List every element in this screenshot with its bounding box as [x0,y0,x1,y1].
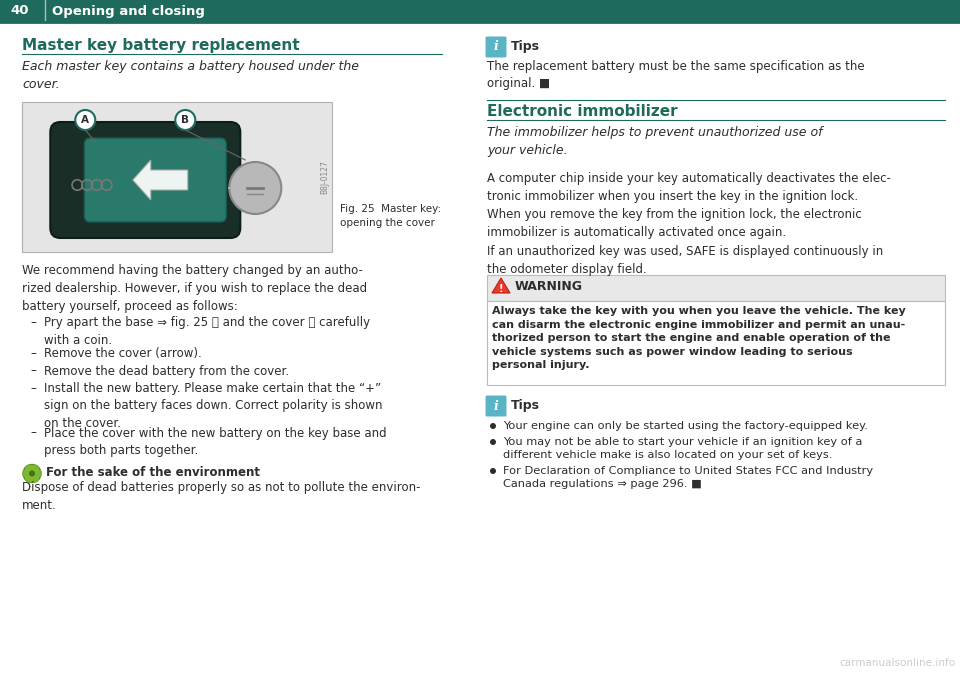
Circle shape [490,468,496,474]
Circle shape [25,464,33,473]
Text: If an unauthorized key was used, SAFE is displayed continuously in
the odometer : If an unauthorized key was used, SAFE is… [487,245,883,276]
Text: Remove the cover (arrow).: Remove the cover (arrow). [44,347,202,360]
Text: B: B [181,115,189,125]
Text: Remove the dead battery from the cover.: Remove the dead battery from the cover. [44,364,289,377]
Text: WARNING: WARNING [515,280,583,293]
Circle shape [490,423,496,429]
Text: Master key battery replacement: Master key battery replacement [22,38,300,53]
Text: For the sake of the environment: For the sake of the environment [46,466,260,479]
Text: The immobilizer helps to prevent unauthorized use of
your vehicle.: The immobilizer helps to prevent unautho… [487,126,823,157]
Circle shape [31,464,39,473]
Text: We recommend having the battery changed by an autho-
rized dealership. However, : We recommend having the battery changed … [22,264,367,313]
Text: –: – [30,316,36,329]
Text: –: – [30,347,36,360]
Text: Tips: Tips [511,40,540,53]
Text: carmanualsonline.info: carmanualsonline.info [839,658,955,668]
Text: Dispose of dead batteries properly so as not to pollute the environ-
ment.: Dispose of dead batteries properly so as… [22,481,420,512]
Text: –: – [30,426,36,439]
Text: i: i [493,41,498,54]
Text: Each master key contains a battery housed under the
cover.: Each master key contains a battery house… [22,60,359,91]
Text: 40: 40 [10,5,29,18]
Circle shape [29,471,35,477]
Text: B8J-0127: B8J-0127 [320,160,329,194]
Text: Place the cover with the new battery on the key base and
press both parts togeth: Place the cover with the new battery on … [44,426,387,457]
Circle shape [34,469,42,477]
FancyBboxPatch shape [487,275,945,301]
Text: Install the new battery. Please make certain that the “+”
sign on the battery fa: Install the new battery. Please make cer… [44,382,382,430]
Text: Pry apart the base ⇒ fig. 25 Ⓐ and the cover Ⓑ carefully
with a coin.: Pry apart the base ⇒ fig. 25 Ⓐ and the c… [44,316,371,347]
Polygon shape [132,160,188,200]
Text: For Declaration of Compliance to United States FCC and Industry
Canada regulatio: For Declaration of Compliance to United … [503,466,874,489]
Text: !: ! [499,284,503,294]
Circle shape [25,475,33,483]
FancyBboxPatch shape [84,138,227,222]
Text: Opening and closing: Opening and closing [52,5,204,18]
Text: –: – [30,364,36,377]
Circle shape [176,110,195,130]
Text: A: A [82,115,89,125]
Polygon shape [492,278,510,293]
FancyBboxPatch shape [22,102,332,252]
FancyBboxPatch shape [50,122,240,238]
Text: i: i [493,400,498,413]
Text: A computer chip inside your key automatically deactivates the elec-
tronic immob: A computer chip inside your key automati… [487,172,891,239]
Circle shape [490,439,496,445]
Text: Tips: Tips [511,399,540,412]
Text: Fig. 25  Master key:
opening the cover: Fig. 25 Master key: opening the cover [340,204,442,228]
Circle shape [22,469,30,477]
Text: The replacement battery must be the same specification as the
original. ■: The replacement battery must be the same… [487,60,865,90]
Text: Always take the key with you when you leave the vehicle. The key
can disarm the : Always take the key with you when you le… [492,306,905,371]
Circle shape [75,110,95,130]
FancyBboxPatch shape [487,301,945,385]
Circle shape [229,162,281,214]
Text: Your engine can only be started using the factory-equipped key.: Your engine can only be started using th… [503,421,868,431]
Circle shape [23,464,41,483]
FancyBboxPatch shape [486,396,507,416]
FancyBboxPatch shape [486,37,507,58]
Text: You may not be able to start your vehicle if an ignition key of a
different vehi: You may not be able to start your vehicl… [503,437,862,460]
Circle shape [31,475,39,483]
FancyBboxPatch shape [0,0,960,22]
Text: –: – [30,382,36,395]
Text: Electronic immobilizer: Electronic immobilizer [487,104,678,119]
